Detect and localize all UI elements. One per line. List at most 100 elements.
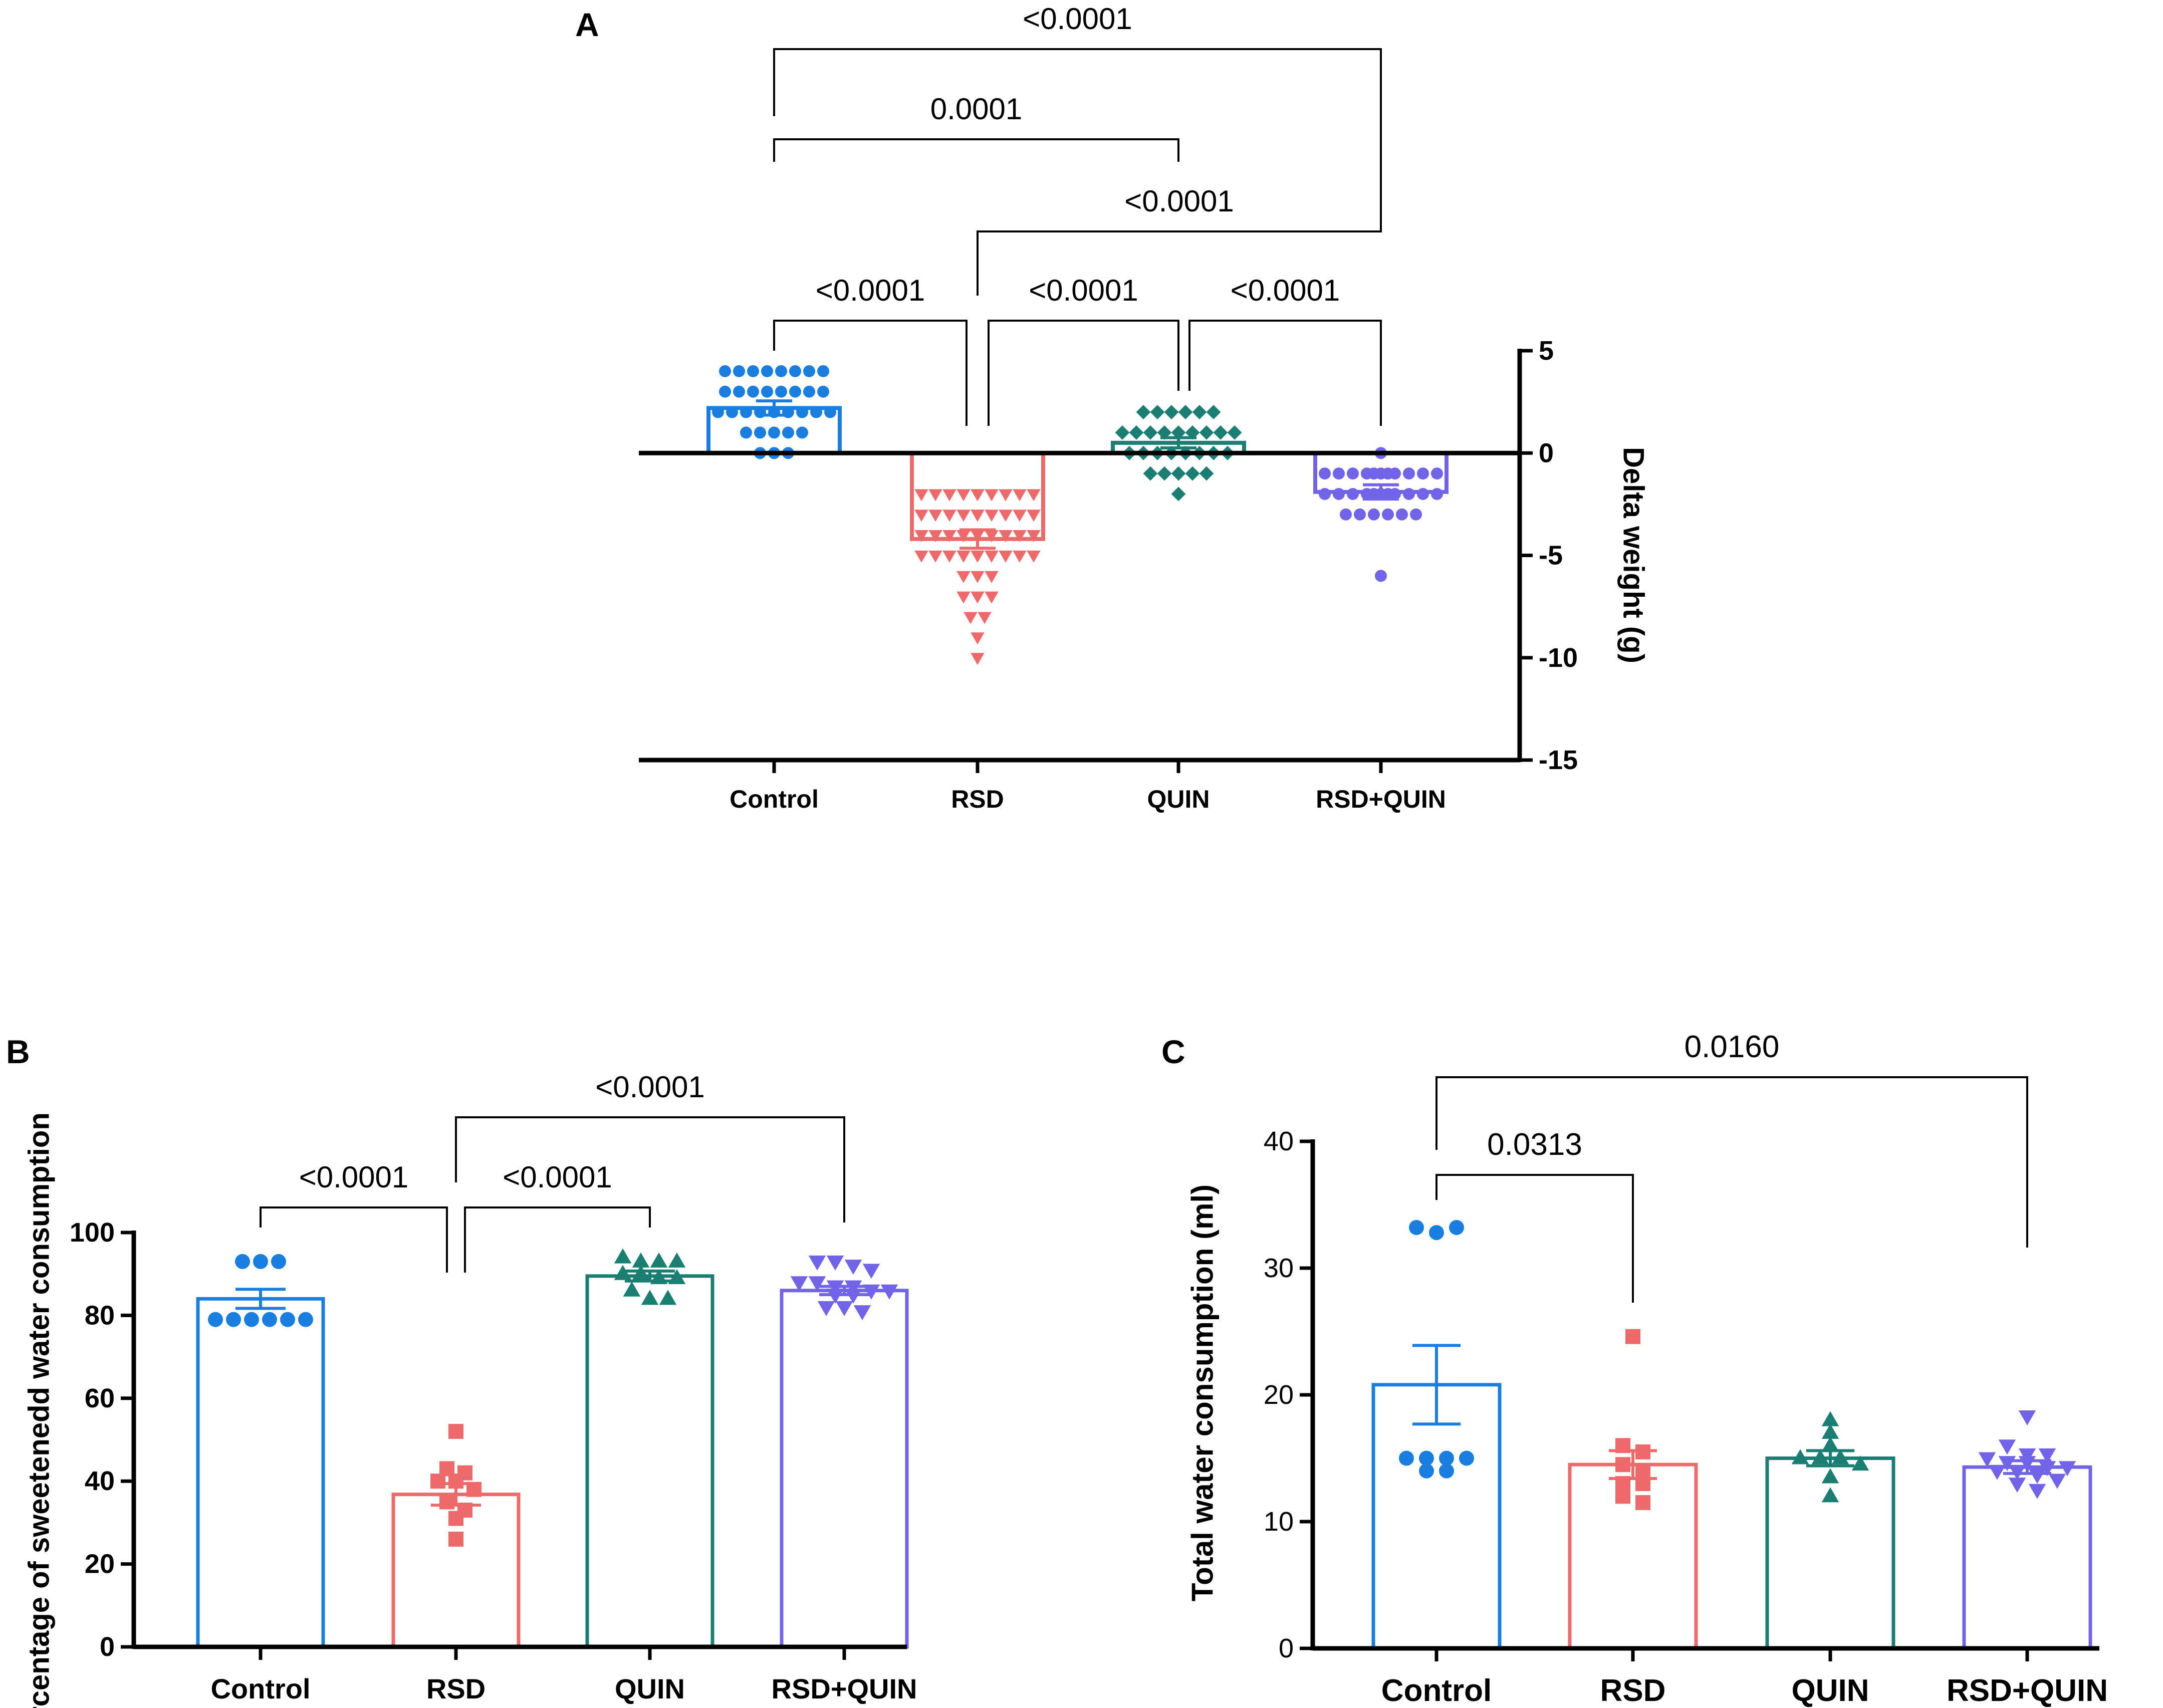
b-point-rsd-quin bbox=[844, 1280, 862, 1296]
c-point-rsd-quin bbox=[2048, 1474, 2066, 1489]
a-point-rsd bbox=[999, 489, 1013, 502]
b-point-rsd-quin bbox=[826, 1280, 844, 1296]
a-point-rsd bbox=[971, 510, 985, 522]
a-point-control bbox=[712, 406, 724, 418]
c-point-control bbox=[1429, 1225, 1444, 1241]
c-point-rsd-quin bbox=[2058, 1461, 2076, 1477]
a-point-control bbox=[796, 406, 808, 418]
c-ytick-label-0: 0 bbox=[1279, 1633, 1294, 1663]
c-ytick-label-20: 20 bbox=[1264, 1380, 1294, 1410]
b-ytick-label-40: 40 bbox=[85, 1466, 115, 1496]
c-point-rsd bbox=[1615, 1457, 1630, 1473]
b-point-quin bbox=[650, 1269, 668, 1284]
c-point-rsd-quin bbox=[2038, 1448, 2056, 1463]
panel-label-b: B bbox=[6, 1033, 30, 1070]
a-point-quin bbox=[1199, 425, 1214, 440]
b-point-rsd-quin bbox=[835, 1301, 853, 1316]
c-point-quin bbox=[1851, 1455, 1869, 1471]
c-point-rsd-quin bbox=[2028, 1484, 2046, 1499]
b-point-rsd bbox=[439, 1494, 454, 1510]
b-xtick-label-control: Control bbox=[210, 1673, 310, 1704]
b-point-rsd bbox=[430, 1474, 445, 1489]
a-point-quin bbox=[1164, 405, 1179, 419]
a-point-rsd-quin bbox=[1333, 487, 1345, 500]
c-xtick-label-quin: QUIN bbox=[1792, 1673, 1869, 1708]
b-point-control bbox=[244, 1312, 259, 1327]
a-point-quin bbox=[1136, 405, 1151, 419]
b-comparison-bracket bbox=[464, 1206, 651, 1273]
b-point-rsd-quin bbox=[862, 1284, 880, 1300]
a-point-quin bbox=[1185, 425, 1200, 440]
c-point-rsd bbox=[1615, 1476, 1630, 1492]
a-point-rsd-quin bbox=[1354, 508, 1366, 521]
a-point-rsd bbox=[956, 489, 971, 502]
a-point-control bbox=[761, 365, 773, 377]
b-point-quin bbox=[659, 1290, 677, 1305]
a-point-rsd-quin bbox=[1396, 508, 1408, 521]
a-ytick-label-5: 5 bbox=[1539, 336, 1554, 366]
a-point-rsd bbox=[971, 489, 985, 502]
b-point-rsd-quin bbox=[826, 1289, 844, 1304]
a-point-rsd bbox=[985, 510, 999, 522]
a-point-rsd bbox=[942, 510, 956, 522]
a-point-quin bbox=[1192, 405, 1207, 419]
a-point-rsd-quin bbox=[1368, 508, 1380, 521]
a-ytick-label-0: 0 bbox=[1539, 438, 1554, 468]
a-point-control bbox=[754, 406, 766, 418]
b-xtick-label-rsd-quin: RSD+QUIN bbox=[772, 1673, 917, 1704]
a-xtick-label-control: Control bbox=[730, 785, 819, 813]
c-ylabel: Total water consumption (ml) bbox=[1186, 1184, 1220, 1601]
a-point-rsd bbox=[985, 489, 999, 502]
b-comparison-label: <0.0001 bbox=[595, 1070, 705, 1104]
a-point-control bbox=[810, 406, 822, 418]
a-point-rsd bbox=[1027, 489, 1041, 502]
a-point-control bbox=[817, 385, 829, 398]
a-comparison-bracket bbox=[773, 48, 1382, 208]
a-point-rsd-quin bbox=[1417, 487, 1429, 500]
b-ytick-label-100: 100 bbox=[70, 1217, 115, 1248]
a-point-control bbox=[803, 365, 815, 377]
b-point-rsd bbox=[448, 1423, 463, 1439]
b-ytick-label-20: 20 bbox=[85, 1549, 115, 1579]
a-point-rsd-quin bbox=[1347, 487, 1359, 500]
a-point-rsd bbox=[971, 571, 985, 583]
c-point-quin bbox=[1821, 1436, 1839, 1452]
c-point-rsd bbox=[1635, 1495, 1650, 1511]
a-ytick-label--5: -5 bbox=[1539, 541, 1563, 571]
panel-b-chart: Control RSD QUIN RSD+QUIN 0 20 40 60 80 100 Percen… bbox=[23, 1070, 917, 1708]
c-point-rsd-quin bbox=[2028, 1469, 2046, 1484]
b-point-rsd-quin bbox=[862, 1264, 880, 1279]
a-point-control bbox=[817, 365, 829, 377]
c-point-rsd-quin bbox=[1998, 1456, 2016, 1472]
b-point-rsd-quin bbox=[808, 1276, 826, 1292]
b-comparison-bracket bbox=[455, 1116, 845, 1223]
a-point-control bbox=[754, 426, 766, 439]
panel-c-chart: Control RSD QUIN RSD+QUIN 0 10 20 30 40 Total wat… bbox=[1186, 1030, 2108, 1708]
a-point-rsd bbox=[942, 550, 956, 563]
a-point-quin bbox=[1129, 425, 1144, 440]
a-point-rsd-quin bbox=[1375, 570, 1387, 582]
b-point-quin bbox=[668, 1269, 686, 1284]
c-point-rsd bbox=[1625, 1329, 1640, 1344]
a-point-control bbox=[747, 385, 759, 398]
b-point-control bbox=[298, 1312, 313, 1327]
a-point-control bbox=[740, 406, 752, 418]
a-point-quin bbox=[1171, 466, 1186, 481]
a-point-rsd-quin bbox=[1410, 508, 1422, 521]
a-point-quin bbox=[1178, 405, 1193, 419]
a-comparison-label: <0.0001 bbox=[1124, 184, 1234, 218]
b-point-rsd-quin bbox=[790, 1276, 808, 1292]
a-point-rsd bbox=[928, 550, 942, 563]
panel-label-c: C bbox=[1161, 1033, 1185, 1070]
a-point-control bbox=[719, 385, 731, 398]
a-xtick-label-rsd: RSD bbox=[951, 785, 1004, 813]
a-point-rsd bbox=[1013, 510, 1027, 522]
a-point-quin bbox=[1157, 466, 1172, 481]
c-point-rsd-quin bbox=[2018, 1410, 2036, 1426]
b-point-rsd-quin bbox=[844, 1260, 862, 1275]
a-point-rsd bbox=[1027, 530, 1041, 543]
a-point-rsd-quin bbox=[1319, 467, 1331, 480]
c-ytick-label-40: 40 bbox=[1264, 1126, 1294, 1156]
a-point-rsd bbox=[985, 571, 999, 583]
a-point-control bbox=[789, 365, 801, 377]
